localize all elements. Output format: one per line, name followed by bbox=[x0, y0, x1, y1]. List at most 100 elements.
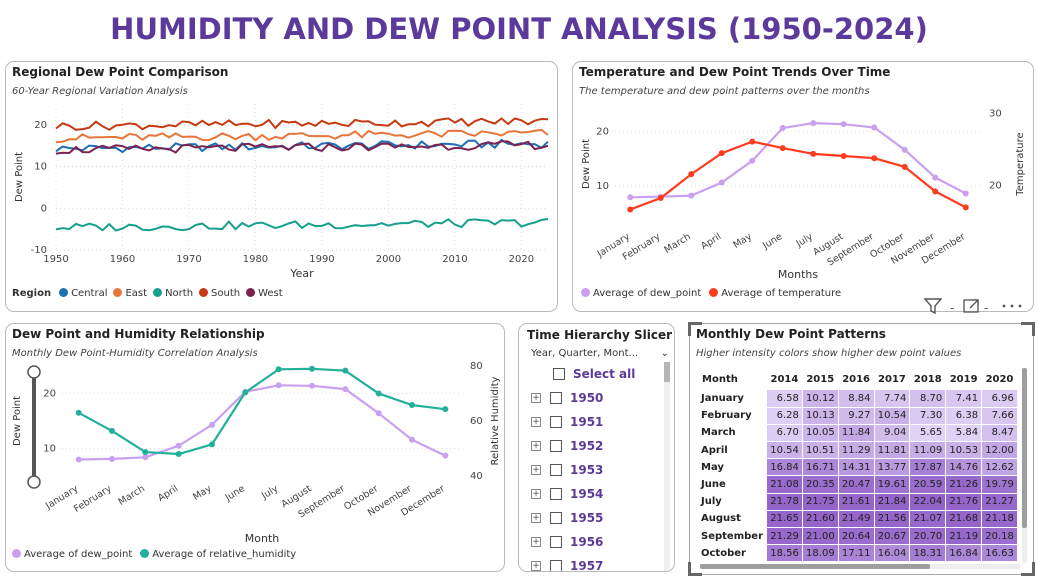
legend-item-south[interactable]: South bbox=[199, 288, 240, 299]
legend-item-east[interactable]: East bbox=[113, 288, 147, 299]
legend-dot bbox=[113, 288, 123, 297]
hierarchy-dropdown[interactable]: Year, Quarter, Mont... ⌄ bbox=[531, 348, 669, 359]
y-tick-label: 10 bbox=[34, 162, 47, 173]
selection-handle[interactable] bbox=[1021, 562, 1035, 576]
data-point bbox=[75, 409, 82, 416]
checkbox[interactable] bbox=[550, 392, 562, 404]
more-options-icon[interactable] bbox=[1002, 304, 1022, 308]
x-tick-label: 1950 bbox=[43, 254, 68, 265]
expand-icon[interactable]: + bbox=[531, 513, 541, 523]
expand-icon[interactable]: + bbox=[531, 465, 541, 475]
monthly-dew-point-matrix[interactable]: Monthly Dew Point Patterns Higher intens… bbox=[688, 322, 1035, 576]
temperature-dew-point-card[interactable]: Temperature and Dew Point Trends Over Ti… bbox=[572, 61, 1034, 312]
data-point bbox=[871, 155, 878, 162]
matrix-cell: 21.65 bbox=[766, 510, 803, 529]
checkbox[interactable] bbox=[553, 368, 565, 380]
slicer-item-1954[interactable]: +1954 bbox=[531, 484, 603, 504]
data-point bbox=[718, 179, 725, 186]
select-all-item[interactable]: Select all bbox=[553, 364, 635, 384]
data-point bbox=[375, 390, 382, 397]
slicer-item-1957[interactable]: +1957 bbox=[531, 556, 603, 571]
matrix-row-header: May bbox=[698, 458, 767, 477]
y2-tick-label: 60 bbox=[470, 416, 483, 427]
matrix-column-header: 2018 bbox=[913, 373, 942, 385]
x-tick-label: 2020 bbox=[509, 254, 534, 265]
slicer-item-1956[interactable]: +1956 bbox=[531, 532, 603, 552]
slicer-item-1953[interactable]: +1953 bbox=[531, 460, 603, 480]
regional-line-chart[interactable]: -10 0 10 20 1950 1960 1970 1980 1990 2000 2010 2020… bbox=[6, 62, 559, 292]
checkbox[interactable] bbox=[550, 536, 562, 548]
series-line-central bbox=[55, 138, 549, 154]
matrix-horizontal-scrollbar[interactable] bbox=[700, 564, 1020, 569]
data-point bbox=[175, 442, 182, 449]
data-point bbox=[109, 427, 115, 434]
slicer-item-1950[interactable]: +1950 bbox=[531, 388, 603, 408]
matrix-cell: 9.04 bbox=[874, 424, 911, 443]
data-point bbox=[749, 157, 756, 164]
checkbox[interactable] bbox=[550, 464, 562, 476]
x-tick-label: July bbox=[794, 231, 815, 250]
data-point bbox=[309, 365, 315, 372]
x-tick-label: 2010 bbox=[442, 254, 467, 265]
regional-dew-point-card[interactable]: Regional Dew Point Comparison 60-Year Re… bbox=[5, 61, 558, 312]
matrix-row: January 6.58 10.12 8.84 7.74 8.70 7.41 6.96 bbox=[698, 390, 1018, 408]
data-point bbox=[871, 124, 878, 131]
matrix-row-header: April bbox=[698, 441, 767, 460]
focus-mode-icon[interactable] bbox=[963, 299, 979, 313]
matrix-cell: 14.76 bbox=[945, 458, 983, 477]
card-subtitle: Higher intensity colors show higher dew … bbox=[696, 348, 962, 359]
expand-icon[interactable]: + bbox=[531, 489, 541, 499]
card-title: Regional Dew Point Comparison bbox=[12, 65, 229, 79]
dew-point-humidity-card[interactable]: Dew Point and Humidity Relationship Mont… bbox=[5, 323, 505, 572]
card-subtitle: Monthly Dew Point-Humidity Correlation A… bbox=[12, 348, 258, 359]
scrollbar-thumb[interactable] bbox=[1022, 368, 1027, 528]
y2-tick-label: 40 bbox=[470, 471, 483, 482]
slicer-scrollbar[interactable] bbox=[664, 362, 670, 571]
legend-item-north[interactable]: North bbox=[153, 288, 193, 299]
matrix-cell: 22.04 bbox=[909, 493, 947, 511]
x-tick-label: 1970 bbox=[176, 254, 201, 265]
x-tick-label: April bbox=[699, 231, 723, 252]
expand-icon[interactable]: + bbox=[531, 417, 541, 427]
y2-tick-label: 30 bbox=[989, 108, 1002, 119]
selection-handle[interactable] bbox=[1021, 322, 1035, 336]
data-point bbox=[932, 174, 939, 181]
data-point bbox=[840, 153, 847, 160]
selection-handle[interactable] bbox=[688, 322, 702, 336]
checkbox[interactable] bbox=[550, 416, 562, 428]
slicer-item-1952[interactable]: +1952 bbox=[531, 436, 603, 456]
selection-handle[interactable] bbox=[688, 562, 702, 576]
legend-item-west[interactable]: West bbox=[246, 288, 283, 299]
expand-icon[interactable]: + bbox=[531, 561, 541, 571]
matrix-cell: 10.12 bbox=[802, 390, 839, 408]
time-hierarchy-slicer[interactable]: Time Hierarchy Slicer Year, Quarter, Mon… bbox=[518, 323, 675, 572]
checkbox[interactable] bbox=[550, 560, 562, 571]
x-tick-label: May bbox=[731, 231, 754, 251]
legend-item-central[interactable]: Central bbox=[59, 288, 107, 299]
expand-icon[interactable]: + bbox=[531, 441, 541, 451]
filter-icon[interactable] bbox=[923, 298, 943, 315]
expand-icon[interactable]: + bbox=[531, 537, 541, 547]
checkbox[interactable] bbox=[550, 512, 562, 524]
checkbox[interactable] bbox=[550, 488, 562, 500]
expand-icon[interactable]: + bbox=[531, 393, 541, 403]
slicer-item-1955[interactable]: +1955 bbox=[531, 508, 603, 528]
matrix-cell: 7.74 bbox=[874, 390, 911, 408]
checkbox[interactable] bbox=[550, 440, 562, 452]
slicer-item-1951[interactable]: +1951 bbox=[531, 412, 603, 432]
scrollbar-thumb[interactable] bbox=[700, 564, 930, 569]
x-axis-label: Months bbox=[778, 268, 818, 281]
scrollbar-thumb[interactable] bbox=[664, 362, 670, 382]
matrix-column-header: 2014 bbox=[770, 373, 799, 385]
data-point bbox=[109, 455, 115, 462]
slicer-item-label: 1950 bbox=[570, 391, 604, 405]
chevron-down-icon[interactable]: ⌄ bbox=[660, 348, 669, 359]
matrix-row-header: September bbox=[698, 527, 767, 546]
matrix-cell: 21.00 bbox=[802, 527, 839, 546]
matrix-cell: 11.09 bbox=[909, 441, 947, 460]
matrix-cell: 21.18 bbox=[981, 510, 1018, 529]
visual-toolbar[interactable]: - - bbox=[920, 295, 1030, 317]
matrix-vertical-scrollbar[interactable] bbox=[1022, 368, 1027, 563]
